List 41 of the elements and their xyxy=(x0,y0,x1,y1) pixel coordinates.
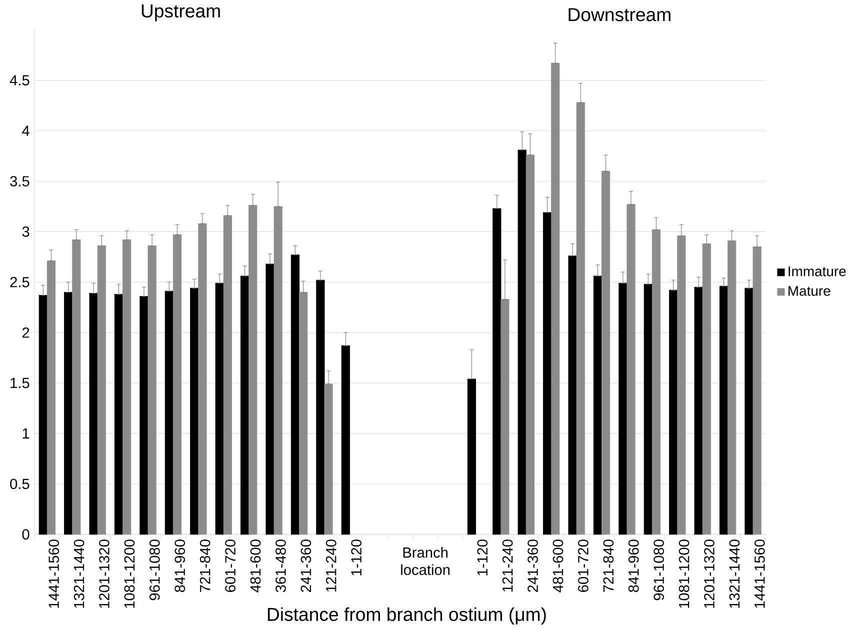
x-tick-label: 721-840 xyxy=(603,540,614,592)
x-axis-title: Distance from branch ostium (μm) xyxy=(268,607,546,625)
x-tick-label: 1081-1200 xyxy=(678,540,690,608)
y-tick-label: 0 xyxy=(22,529,30,540)
x-tick-label: 481-600 xyxy=(250,540,261,592)
x-tick-label: 1201-1320 xyxy=(99,540,110,608)
x-tick-label: 841-960 xyxy=(174,540,186,592)
x-tick-label: 1441-1560 xyxy=(754,540,765,608)
x-tick-label: 1-120 xyxy=(351,540,362,576)
legend-label: Mature xyxy=(788,286,830,296)
x-tick-label: 121-240 xyxy=(502,540,513,592)
x-tick-label: Branch location xyxy=(401,546,450,576)
text: Upstream xyxy=(142,4,220,22)
x-tick-label: 601-720 xyxy=(578,540,588,592)
x-tick-label: 1441-1560 xyxy=(48,540,59,608)
legend-label: Immature xyxy=(788,266,846,276)
x-tick-label: 361-480 xyxy=(276,540,286,592)
y-tick-label: 0.5 xyxy=(10,478,30,490)
x-tick-label: 121-240 xyxy=(326,540,336,592)
x-tick-label: 1-120 xyxy=(477,540,488,576)
y-tick-label: 3.5 xyxy=(10,176,30,186)
y-tick-label: 1 xyxy=(22,428,30,438)
x-tick-label: 601-720 xyxy=(225,540,236,592)
x-tick-label: 1201-1320 xyxy=(704,540,714,608)
y-tick-label: 3 xyxy=(22,226,30,237)
x-tick-label: 1321-1440 xyxy=(729,540,740,608)
x-tick-label: 721-840 xyxy=(200,540,210,592)
x-tick-label: 841-960 xyxy=(628,540,639,592)
y-tick-label: 4.5 xyxy=(10,75,30,86)
x-tick-label: 961-1080 xyxy=(654,540,664,600)
x-tick-label: 1081-1200 xyxy=(124,540,135,608)
x-tick-label: 241-360 xyxy=(300,540,312,592)
x-tick-label: 481-600 xyxy=(552,540,564,592)
y-tick-label: 2 xyxy=(22,327,30,338)
y-tick-label: 4 xyxy=(22,126,30,136)
x-tick-label: 961-1080 xyxy=(149,540,160,600)
y-tick-label: 2.5 xyxy=(10,276,30,288)
text: Downstream xyxy=(568,8,670,22)
x-tick-label: 1321-1440 xyxy=(74,540,84,608)
x-tick-label: 241-360 xyxy=(528,540,538,592)
y-tick-label: 1.5 xyxy=(10,378,30,388)
